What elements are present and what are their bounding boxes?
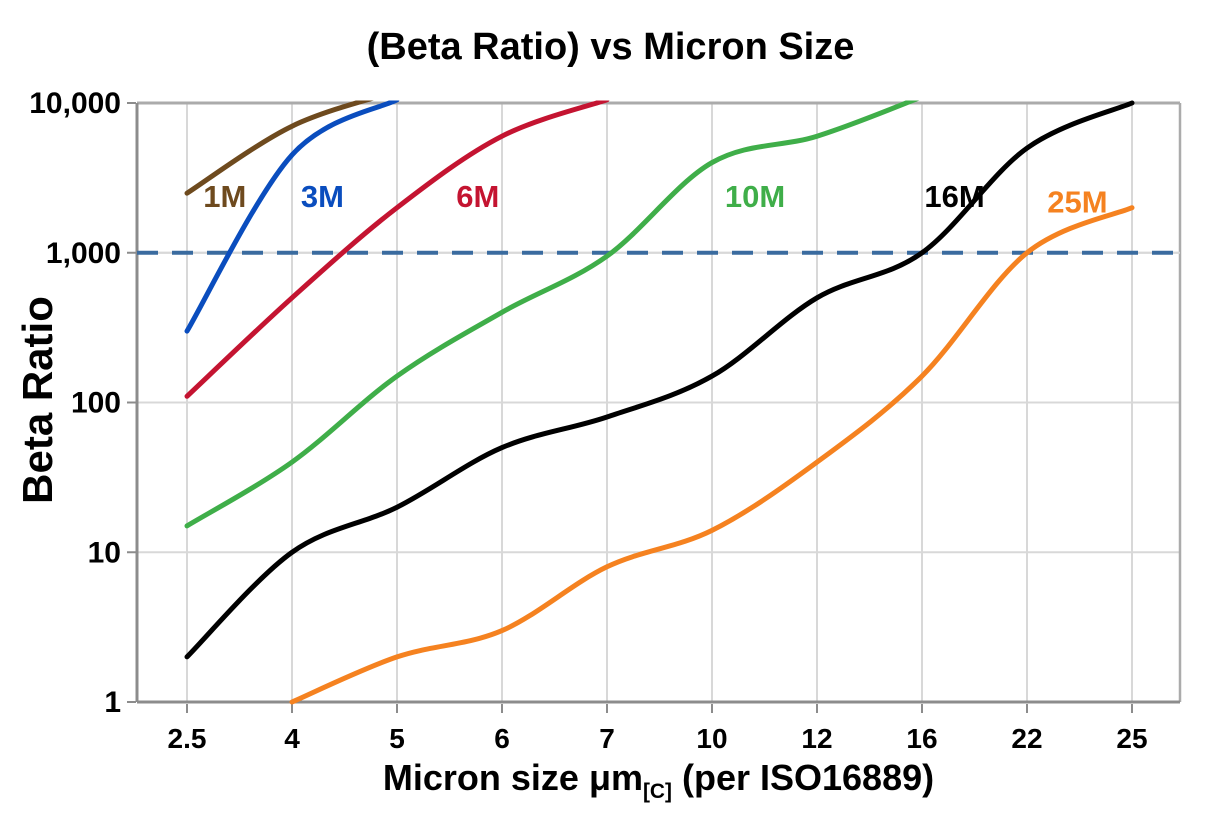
series-curve-10M: [184, 100, 920, 529]
x-tick-label: 10: [696, 723, 727, 754]
series-curve-16M: [184, 100, 1135, 660]
x-axis-title-text: Micron size μm: [382, 757, 643, 798]
x-axis-title-subscript: [C]: [642, 780, 672, 804]
x-tick-label: 22: [1011, 723, 1042, 754]
series-curve-25M: [289, 205, 1135, 705]
x-tick-label: 25: [1116, 723, 1147, 754]
chart-title: (Beta Ratio) vs Micron Size: [366, 26, 855, 68]
x-tick-label: 7: [599, 723, 615, 754]
x-tick-label: 2.5: [168, 723, 207, 754]
series-curve-6M: [184, 100, 610, 399]
y-tick-label: 1: [104, 686, 121, 719]
x-tick-label: 5: [389, 723, 405, 754]
series-label-16M: 16M: [924, 179, 984, 214]
y-tick-label: 1,000: [46, 237, 121, 270]
series-label-3M: 3M: [301, 179, 344, 214]
y-tick-label: 10: [88, 536, 121, 569]
x-tick-label: 16: [906, 723, 937, 754]
y-tick-label: 100: [71, 387, 121, 420]
series-label-6M: 6M: [456, 179, 499, 214]
x-tick-label: 4: [284, 723, 300, 754]
series-curve-1M: [184, 100, 374, 196]
series-label-1M: 1M: [203, 179, 246, 214]
x-tick-label: 6: [494, 723, 510, 754]
y-tick-label: 10,000: [29, 87, 121, 120]
x-tick-label: 12: [801, 723, 832, 754]
series-curve-3M: [184, 100, 400, 334]
x-axis-title-suffix: (per ISO16889): [671, 757, 935, 798]
series-label-10M: 10M: [725, 179, 785, 214]
x-axis-title: Micron size μm[C] (per ISO16889): [137, 757, 1180, 804]
series-label-25M: 25M: [1047, 184, 1107, 219]
